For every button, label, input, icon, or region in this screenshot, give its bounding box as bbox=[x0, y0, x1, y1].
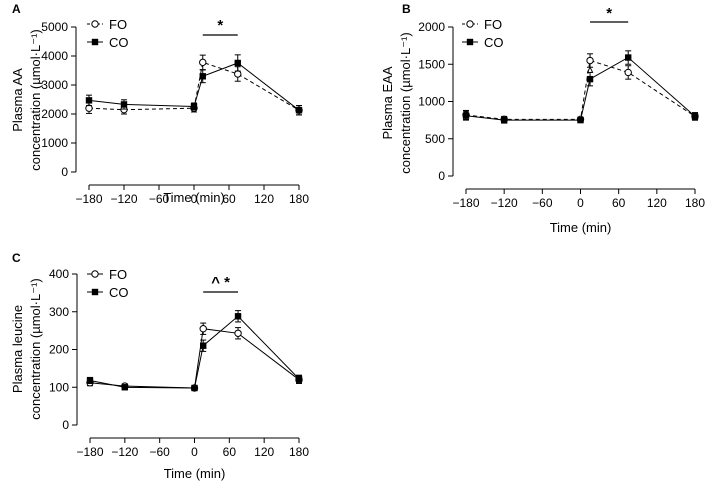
y-tick-label: 0 bbox=[62, 418, 69, 432]
x-tick-label: 0 bbox=[191, 445, 198, 459]
series-line-fo bbox=[465, 59, 696, 120]
y-axis-title-line-2: concentration (µmol·L⁻¹) bbox=[28, 278, 43, 420]
x-axis-title: Time (min) bbox=[163, 190, 225, 205]
legend-label-fo: FO bbox=[484, 17, 502, 32]
y-axis-title-line-1: Plasma leucine bbox=[10, 305, 25, 393]
data-point-fo bbox=[624, 68, 632, 77]
legend-marker-fo bbox=[91, 20, 99, 28]
data-point-co bbox=[691, 113, 699, 120]
panel-letter: B bbox=[402, 2, 411, 16]
x-tick-label: −120 bbox=[110, 192, 137, 206]
significance-caret: ^ bbox=[587, 64, 594, 80]
data-point-fo bbox=[199, 325, 207, 333]
x-tick-label: 120 bbox=[254, 192, 274, 206]
x-tick-label: 120 bbox=[254, 445, 274, 459]
series-line-fo bbox=[88, 61, 300, 111]
x-tick-label: −60 bbox=[149, 192, 170, 206]
panel-c: C 0 100 200 300 400 −180 −120 −60 0 60 120 180 Time (… bbox=[10, 251, 309, 481]
data-point-fo bbox=[586, 56, 594, 65]
x-tick-label: 60 bbox=[612, 196, 626, 210]
data-point-co bbox=[586, 75, 594, 83]
y-axis-title-line-1: Plasma AA bbox=[10, 68, 25, 132]
series-line-co bbox=[88, 62, 300, 111]
y-tick-label: 200 bbox=[49, 343, 69, 357]
data-point-co bbox=[234, 59, 241, 67]
legend-marker-co bbox=[91, 38, 99, 46]
x-axis-title: Time (min) bbox=[164, 466, 226, 481]
panel-letter: A bbox=[12, 2, 21, 16]
legend-label-co: CO bbox=[484, 35, 504, 50]
y-tick-label: 300 bbox=[49, 305, 69, 319]
y-tick-label: 4000 bbox=[41, 49, 68, 63]
x-tick-label: −60 bbox=[532, 196, 553, 210]
data-point-co bbox=[120, 101, 128, 108]
x-tick-label: 180 bbox=[685, 196, 705, 210]
x-tick-label: −180 bbox=[75, 192, 102, 206]
x-tick-label: −180 bbox=[76, 445, 103, 459]
x-tick-label: −120 bbox=[491, 196, 518, 210]
x-tick-label: 60 bbox=[222, 192, 236, 206]
series-line-co bbox=[465, 56, 696, 121]
data-point-co bbox=[191, 384, 198, 392]
x-tick-label: 120 bbox=[647, 196, 667, 210]
y-tick-label: 3000 bbox=[41, 78, 68, 92]
data-point-fo bbox=[234, 70, 242, 78]
panel-letter: C bbox=[12, 251, 21, 265]
series-line-fo bbox=[89, 328, 300, 389]
x-tick-label: 180 bbox=[289, 445, 309, 459]
y-tick-label: 2000 bbox=[41, 107, 68, 121]
legend-label-fo: FO bbox=[109, 267, 127, 282]
series-line-co bbox=[89, 315, 300, 389]
data-point-co bbox=[85, 97, 93, 104]
x-tick-label: −60 bbox=[149, 445, 170, 459]
data-point-fo bbox=[234, 329, 242, 337]
x-tick-label: 0 bbox=[191, 192, 198, 206]
y-axis-title-line-2: concentration (µmol·L⁻¹) bbox=[398, 32, 413, 174]
y-tick-label: 5000 bbox=[41, 20, 68, 34]
significance-marker: ^ * bbox=[211, 274, 230, 291]
data-point-co bbox=[295, 375, 303, 383]
legend-marker-fo bbox=[91, 270, 99, 278]
y-tick-label: 100 bbox=[49, 380, 69, 394]
x-tick-label: −120 bbox=[111, 445, 138, 459]
legend-label-co: CO bbox=[109, 285, 129, 300]
legend-label-fo: FO bbox=[109, 17, 127, 32]
legend-marker-co bbox=[91, 288, 99, 296]
data-point-co bbox=[500, 116, 508, 124]
significance-marker: * bbox=[606, 5, 612, 22]
panel-a: A 0 1000 2000 3000 4000 5000 −180 −120 −60 0 60 120 1… bbox=[10, 2, 309, 206]
legend-marker-co bbox=[466, 38, 474, 46]
y-tick-label: 1000 bbox=[418, 95, 445, 109]
data-point-co bbox=[295, 107, 303, 114]
data-point-co bbox=[462, 112, 470, 119]
legend-label-co: CO bbox=[109, 35, 129, 50]
x-axis-title: Time (min) bbox=[550, 220, 612, 235]
y-tick-label: 1500 bbox=[418, 57, 445, 71]
y-tick-label: 2000 bbox=[418, 20, 445, 34]
data-point-co bbox=[190, 103, 198, 110]
data-point-co bbox=[199, 73, 206, 80]
data-point-co bbox=[577, 116, 584, 124]
x-tick-label: 0 bbox=[577, 196, 584, 210]
data-point-co bbox=[200, 342, 207, 349]
y-tick-label: 500 bbox=[425, 132, 445, 146]
y-tick-label: 0 bbox=[61, 165, 68, 179]
data-point-co bbox=[86, 377, 94, 384]
y-axis-title-line-1: Plasma EAA bbox=[380, 66, 395, 139]
y-tick-label: 1000 bbox=[41, 136, 68, 150]
x-tick-label: −180 bbox=[452, 196, 479, 210]
data-point-co bbox=[625, 54, 632, 61]
panel-b: B 0 500 1000 1500 2000 −180 −120 −60 0 60 120 180 Tim… bbox=[380, 2, 705, 235]
data-point-co bbox=[121, 384, 129, 391]
significance-marker: * bbox=[217, 17, 223, 34]
y-tick-label: 400 bbox=[49, 267, 69, 281]
y-tick-label: 0 bbox=[438, 169, 445, 183]
data-point-co bbox=[234, 313, 242, 320]
x-tick-label: 60 bbox=[223, 445, 237, 459]
data-point-fo bbox=[199, 58, 207, 67]
y-axis-title-line-2: concentration (µmol·L⁻¹) bbox=[28, 29, 43, 171]
legend-marker-fo bbox=[466, 20, 474, 28]
x-tick-label: 180 bbox=[289, 192, 309, 206]
